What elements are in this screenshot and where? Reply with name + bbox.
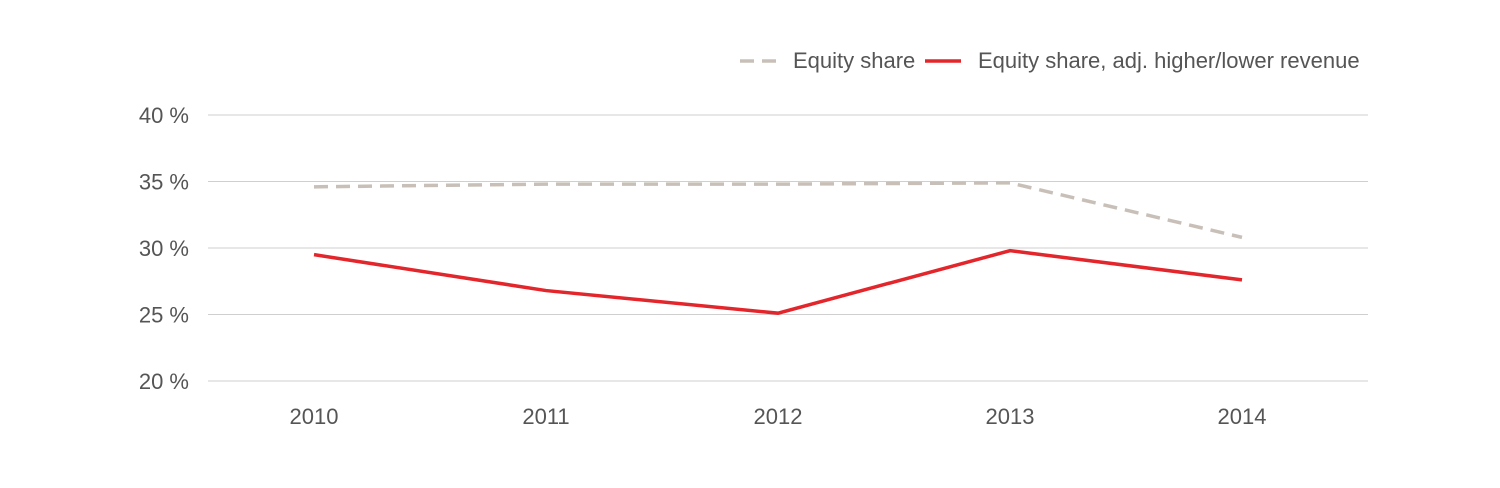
legend-label: Equity share: [793, 48, 915, 73]
series-line: [313, 248, 1243, 315]
y-tick-label: 35 %: [139, 169, 189, 194]
x-tick-label: 2010: [290, 404, 339, 429]
y-tick-label: 30 %: [139, 236, 189, 261]
x-tick-label: 2012: [754, 404, 803, 429]
x-tick-label: 2013: [986, 404, 1035, 429]
y-tick-label: 25 %: [139, 302, 189, 327]
x-tick-label: 2014: [1218, 404, 1267, 429]
legend-label: Equity share, adj. higher/lower revenue: [978, 48, 1360, 73]
y-tick-label: 40 %: [139, 103, 189, 128]
y-tick-label: 20 %: [139, 369, 189, 394]
series-line: [313, 181, 1243, 240]
x-tick-label: 2011: [522, 404, 569, 429]
